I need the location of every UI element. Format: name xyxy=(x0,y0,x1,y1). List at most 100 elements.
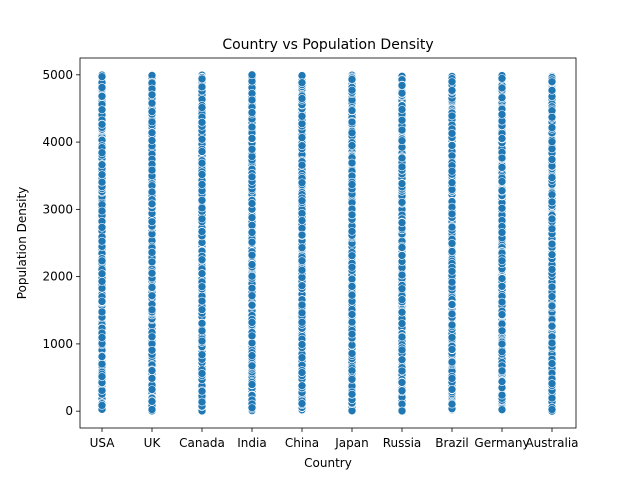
data-point xyxy=(497,203,507,213)
data-point xyxy=(247,351,257,360)
data-point xyxy=(547,173,557,182)
data-point xyxy=(347,366,357,375)
data-point xyxy=(497,405,507,414)
data-point xyxy=(97,372,107,381)
data-point xyxy=(347,251,357,260)
data-point xyxy=(447,111,457,121)
data-point xyxy=(247,228,257,237)
data-point xyxy=(397,81,407,90)
data-point xyxy=(97,269,107,279)
data-point xyxy=(247,237,257,247)
data-point xyxy=(547,112,557,122)
data-point xyxy=(97,223,107,232)
data-point xyxy=(297,256,307,266)
data-point xyxy=(147,305,157,315)
data-point xyxy=(247,403,257,413)
data-point xyxy=(397,378,407,387)
data-point xyxy=(447,385,457,394)
data-point xyxy=(147,199,157,209)
data-point xyxy=(247,199,257,208)
data-point xyxy=(497,274,507,283)
data-point xyxy=(247,331,257,341)
data-point xyxy=(347,106,357,115)
data-point xyxy=(147,397,157,406)
data-point xyxy=(447,345,457,354)
data-point xyxy=(147,217,157,227)
data-point xyxy=(297,368,307,377)
data-point xyxy=(147,405,157,414)
data-point xyxy=(297,230,307,240)
data-point xyxy=(297,216,307,225)
data-point xyxy=(397,115,407,125)
data-point xyxy=(547,265,557,274)
data-point xyxy=(147,136,157,145)
data-point xyxy=(447,266,457,276)
data-point xyxy=(397,270,407,280)
data-point xyxy=(497,74,507,83)
data-point xyxy=(447,357,457,367)
data-point xyxy=(447,277,457,287)
data-point xyxy=(247,172,257,182)
data-point xyxy=(347,282,357,291)
data-point xyxy=(247,380,257,389)
data-point xyxy=(497,163,507,172)
data-point xyxy=(447,209,457,219)
data-point xyxy=(497,297,507,307)
data-point xyxy=(147,366,157,375)
data-point xyxy=(447,77,457,87)
data-point xyxy=(197,214,207,224)
data-point xyxy=(497,110,507,119)
data-point xyxy=(297,265,307,275)
data-point xyxy=(447,247,457,256)
points-layer xyxy=(97,70,557,416)
data-point xyxy=(497,281,507,291)
data-point xyxy=(97,277,107,286)
data-point xyxy=(347,141,357,150)
data-point xyxy=(197,103,207,112)
data-point xyxy=(147,165,157,175)
data-point xyxy=(347,210,357,220)
data-point xyxy=(547,239,557,249)
data-point xyxy=(297,273,307,282)
data-point xyxy=(97,160,107,170)
data-point xyxy=(197,170,207,179)
data-point xyxy=(397,198,407,207)
data-point xyxy=(497,153,507,163)
data-point xyxy=(497,339,507,349)
data-point xyxy=(547,214,557,224)
data-point xyxy=(197,118,207,127)
data-point xyxy=(197,134,207,144)
data-point xyxy=(397,332,407,342)
data-point xyxy=(247,213,257,222)
data-point xyxy=(397,355,407,364)
data-point xyxy=(197,147,207,156)
data-point xyxy=(347,262,357,272)
data-point xyxy=(547,292,557,301)
data-point xyxy=(547,155,557,164)
data-point xyxy=(397,345,407,355)
data-point xyxy=(397,386,407,396)
data-point xyxy=(297,178,307,188)
data-point xyxy=(447,300,457,309)
data-point xyxy=(397,251,407,260)
data-point xyxy=(397,136,407,146)
data-point xyxy=(247,318,257,327)
data-point xyxy=(97,148,107,158)
data-point xyxy=(447,178,457,187)
data-point xyxy=(147,291,157,301)
data-point xyxy=(97,359,107,369)
data-point xyxy=(247,220,257,230)
data-point xyxy=(547,321,557,331)
data-point xyxy=(297,111,307,121)
data-point xyxy=(97,307,107,317)
data-point xyxy=(197,269,207,278)
data-point xyxy=(197,227,207,236)
data-point xyxy=(147,345,157,355)
data-point xyxy=(447,374,457,383)
data-point xyxy=(247,95,257,105)
data-point xyxy=(97,72,107,81)
data-point xyxy=(197,255,207,265)
data-point xyxy=(347,290,357,300)
data-point xyxy=(447,333,457,342)
